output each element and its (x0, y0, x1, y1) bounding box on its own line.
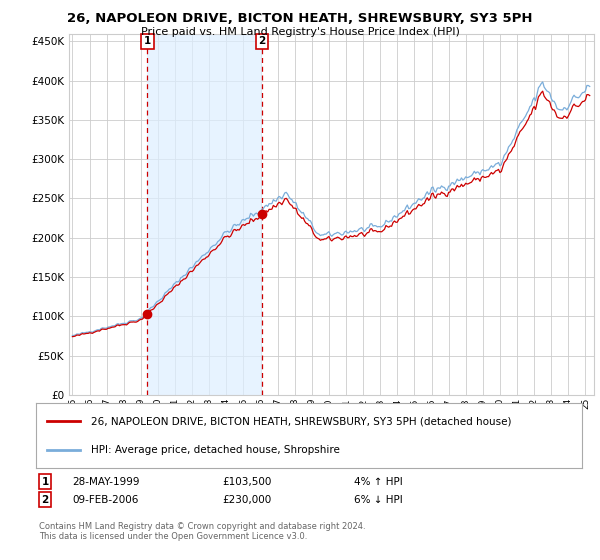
Text: HPI: Average price, detached house, Shropshire: HPI: Average price, detached house, Shro… (91, 445, 340, 455)
Text: 09-FEB-2006: 09-FEB-2006 (72, 494, 139, 505)
Text: 4% ↑ HPI: 4% ↑ HPI (354, 477, 403, 487)
Text: £230,000: £230,000 (222, 494, 271, 505)
Text: £103,500: £103,500 (222, 477, 271, 487)
Text: 28-MAY-1999: 28-MAY-1999 (72, 477, 139, 487)
Text: Contains HM Land Registry data © Crown copyright and database right 2024.
This d: Contains HM Land Registry data © Crown c… (39, 522, 365, 542)
Text: 6% ↓ HPI: 6% ↓ HPI (354, 494, 403, 505)
Bar (148, 34, 262, 395)
Text: 1: 1 (41, 477, 49, 487)
Text: 2: 2 (41, 494, 49, 505)
Text: 2: 2 (259, 36, 266, 46)
Text: Price paid vs. HM Land Registry's House Price Index (HPI): Price paid vs. HM Land Registry's House … (140, 27, 460, 37)
Text: 26, NAPOLEON DRIVE, BICTON HEATH, SHREWSBURY, SY3 5PH: 26, NAPOLEON DRIVE, BICTON HEATH, SHREWS… (67, 12, 533, 25)
Text: 26, NAPOLEON DRIVE, BICTON HEATH, SHREWSBURY, SY3 5PH (detached house): 26, NAPOLEON DRIVE, BICTON HEATH, SHREWS… (91, 416, 511, 426)
Text: 1: 1 (143, 36, 151, 46)
